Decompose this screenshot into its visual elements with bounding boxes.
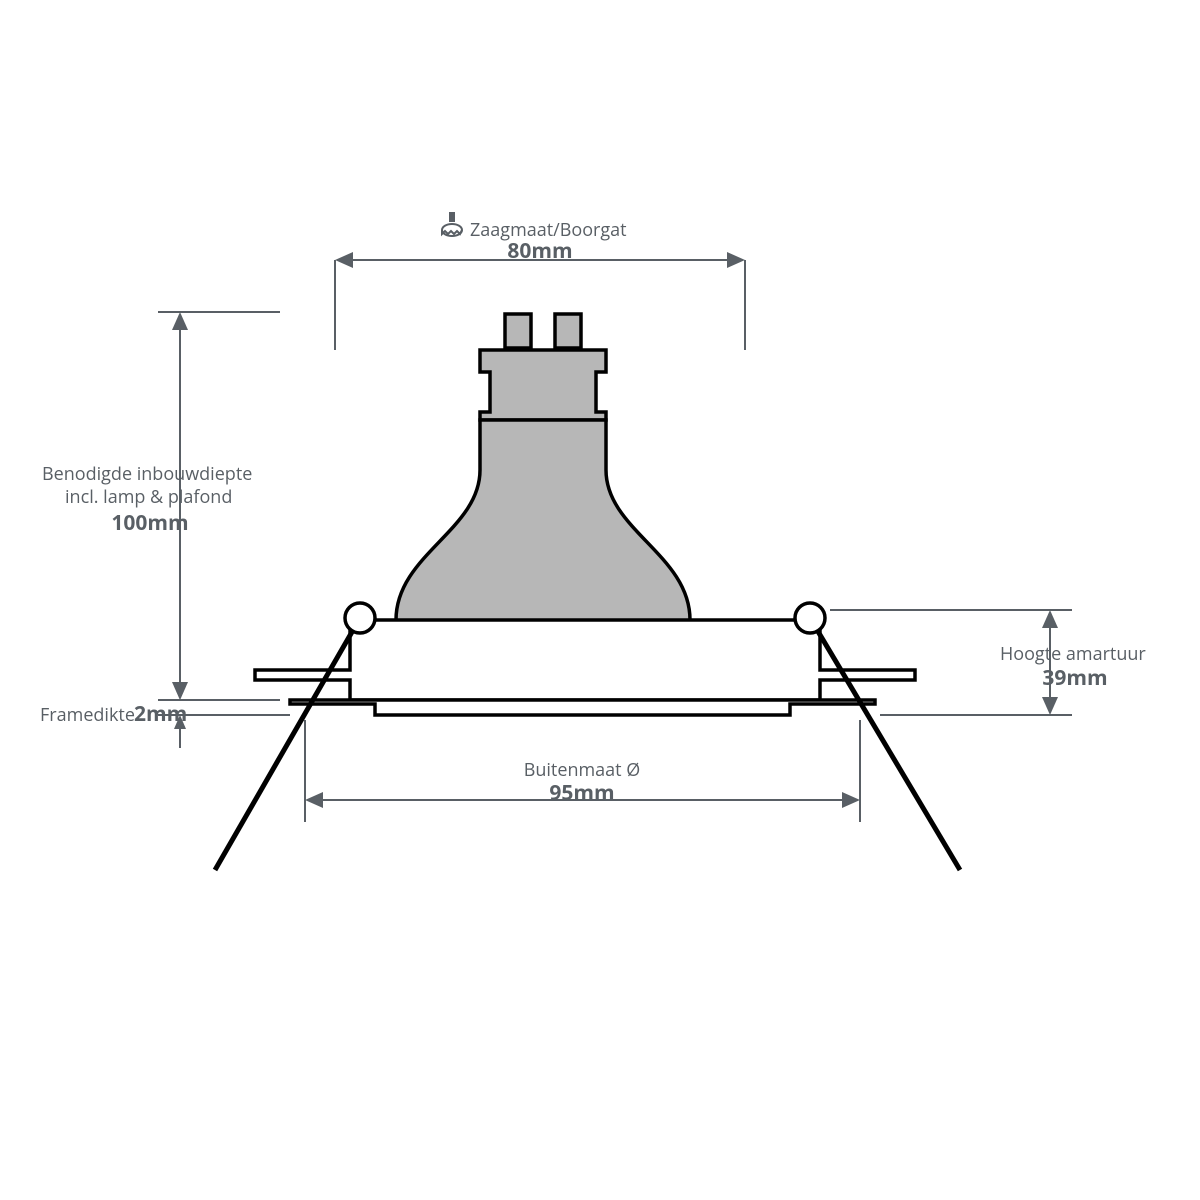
dim-cut-hole: Zaagmaat/Boorgat 80mm	[335, 212, 745, 350]
dim-recess-depth: Benodigde inbouwdiepte incl. lamp & plaf…	[42, 312, 280, 700]
technical-drawing: Zaagmaat/Boorgat 80mm Benodigde inbouwdi…	[0, 0, 1200, 1200]
lamp-pin-left	[505, 314, 531, 348]
dim-depth-label1: Benodigde inbouwdiepte	[42, 462, 252, 486]
dim-depth-value: 100mm	[111, 509, 188, 537]
spring-clip-left	[215, 618, 360, 870]
dim-frame-thickness: Framedikte 2mm	[40, 668, 290, 748]
hole-saw-icon	[442, 212, 462, 236]
dim-frame-label: Framedikte	[40, 703, 135, 727]
dim-fixture-height: Hoogte amartuur 39mm	[830, 610, 1146, 715]
dim-frame-value: 2mm	[134, 700, 187, 728]
lamp-pin-right	[555, 314, 581, 348]
pivot-right	[795, 603, 825, 633]
dim-depth-label2: incl. lamp & plafond	[65, 485, 232, 509]
dim-outer-value: 95mm	[549, 779, 614, 807]
outer-frame	[290, 700, 875, 715]
lamp-body	[396, 420, 690, 630]
pivot-left	[345, 603, 375, 633]
dim-cut-hole-value: 80mm	[507, 237, 572, 265]
dim-outer-diameter: Buitenmaat Ø 95mm	[305, 720, 860, 822]
dim-height-label: Hoogte amartuur	[1000, 642, 1146, 666]
lamp-collar	[480, 350, 606, 420]
dim-height-value: 39mm	[1042, 664, 1107, 692]
spring-clip-right	[810, 618, 960, 870]
